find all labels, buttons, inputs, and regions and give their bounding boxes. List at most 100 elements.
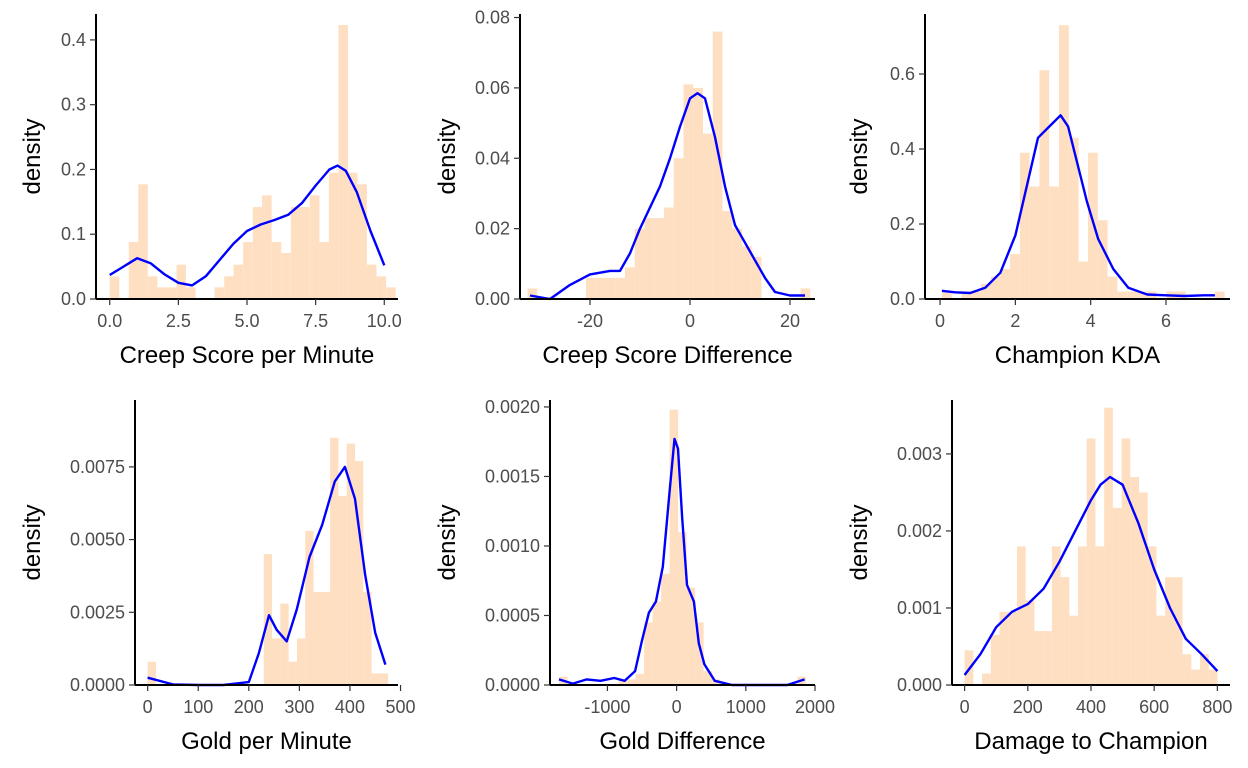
histogram-bar [348,172,358,299]
histogram-bar [109,276,120,299]
y-tick-label: 0.0010 [485,536,540,556]
y-tick-label: 0.0050 [70,530,125,550]
histogram-bar [243,242,253,299]
histogram-bars [109,25,396,300]
histogram-bar [1016,546,1026,685]
histogram-bar [1068,137,1079,299]
y-tick-label: 0.0025 [70,602,125,622]
histogram-bar [338,495,347,685]
x-axis-title: Champion KDA [995,342,1160,369]
density-curve [109,164,386,287]
histogram-bar [1182,654,1192,685]
histogram-bar [751,256,762,299]
y-tick-label: 0.002 [897,521,942,541]
histogram-bar [1051,546,1061,685]
histogram-bar [678,532,687,685]
y-tick-label: 0.2 [61,159,86,179]
x-tick-label: 2 [1010,311,1020,331]
y-tick-label: 0.0000 [70,675,125,695]
histogram-bar [673,158,684,299]
histogram-bar [654,218,664,299]
histogram-bar [722,211,733,299]
histogram-bar [1008,611,1017,685]
histogram-bar [990,276,1001,299]
histogram-bar [1208,669,1218,685]
y-ticks: 0.0000 0.0025 0.0050 0.0075 [70,457,135,695]
histogram-bar [527,288,538,299]
histogram-bar [618,679,628,685]
y-tick-label: 0.4 [61,30,86,50]
x-tick-label: 0 [960,697,970,717]
y-tick-label: 0.0015 [485,466,540,486]
x-tick-label: 6 [1161,311,1171,331]
histogram-bar [971,291,982,299]
panel-damage-to-champion: 0 200 400 600 800 0.000 0.001 0.002 0.003 Damag… [846,400,1232,755]
histogram-bar [128,242,139,299]
histogram-bar [1034,631,1044,685]
histogram-bar [1191,669,1201,685]
histogram-bar [595,277,606,299]
x-tick-label: -1000 [584,697,630,717]
histogram-bar [262,195,272,299]
y-tick-label: 0.08 [475,8,510,28]
histogram-bar [214,287,225,299]
x-tick-label: 500 [386,697,416,717]
x-ticks: 0 2 4 6 [935,299,1171,331]
y-tick-label: 0.0000 [485,675,540,695]
y-tick-label: 0.0 [890,289,915,309]
histogram-bar [355,461,364,685]
histogram-bar [1059,25,1069,299]
y-axis-title: density [19,504,46,580]
panel-gold-per-minute: 0 100 200 300 400 500 0.0000 0.0025 0.0050 0.007… [19,400,416,755]
panel-gold-difference: -1000 0 1000 2000 0.00000.00050.00100.00150… [434,397,835,755]
histogram-bar [1107,276,1118,299]
histogram-bar [1117,291,1128,299]
x-axis-title: Creep Score per Minute [120,342,375,369]
histogram-bar [1147,546,1157,685]
histogram-bar [1060,577,1070,685]
histogram-bar [1097,220,1108,299]
histogram-bar [693,87,703,299]
histogram-bar [742,246,752,299]
y-tick-label: 0.0075 [70,457,125,477]
histogram-bar [1010,254,1020,299]
histogram-bar [1088,152,1098,299]
histogram-bar [703,133,713,299]
histogram-bar [271,242,282,299]
x-tick-label: 800 [1202,697,1232,717]
y-ticks: 0.0 0.2 0.4 0.6 [890,64,925,309]
x-tick-label: 0 [935,311,945,331]
histogram-bar [366,264,377,299]
x-ticks: 0 100 200 300 400 500 [143,685,416,717]
density-curve [529,92,805,301]
histogram-bar [686,587,696,685]
histogram-bars [147,437,389,685]
histogram-bar [1025,600,1035,685]
histogram-bar [990,634,1000,685]
histogram-bar [280,603,289,685]
histogram-bar [634,228,645,299]
y-tick-label: 0.0005 [485,605,540,625]
histogram-bar [1069,615,1078,685]
histogram-bar [288,661,297,685]
histogram-bar [683,84,694,300]
histogram-bar [999,611,1009,685]
histogram-bar [703,671,713,685]
histogram-bar [941,291,952,299]
histogram-bar [300,207,310,299]
histogram-bar [635,673,645,685]
panel-creep-score-difference: -20 0 20 0.00 0.02 0.04 0.06 0.08 Creep Score … [434,8,815,369]
histogram-bar [321,591,331,685]
histogram-bar [290,207,301,299]
histogram-bar [981,284,991,299]
histogram-bar [252,207,263,299]
y-ticks: 0.0 0.1 0.2 0.3 0.4 [61,30,96,309]
x-tick-label: 2.5 [166,311,191,331]
histogram-bar [376,276,387,299]
histogram-bars [527,31,811,300]
histogram-bar [371,673,380,685]
x-tick-label: -20 [577,311,603,331]
histogram-bar [1130,477,1140,685]
histogram-bar [1077,546,1087,685]
x-tick-label: 0 [685,311,695,331]
